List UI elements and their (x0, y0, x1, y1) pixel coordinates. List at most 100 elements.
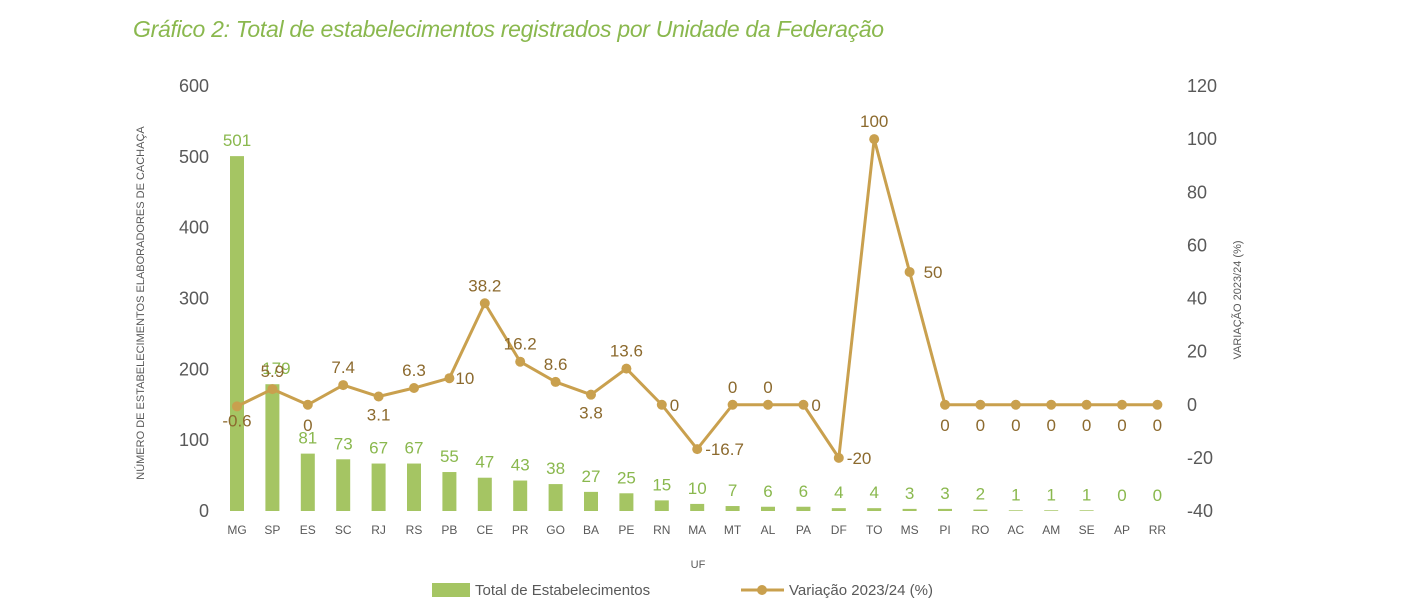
x-category-label: ES (300, 523, 316, 537)
line-data-label: 10 (455, 369, 474, 388)
bar-PA (796, 506, 811, 511)
line-data-label: -16.7 (705, 440, 744, 459)
line-data-label: 13.6 (610, 342, 643, 361)
x-category-label: DF (831, 523, 847, 537)
bar-BA (584, 491, 598, 511)
x-category-label: TO (866, 523, 882, 537)
x-category-label: AP (1114, 523, 1130, 537)
line-data-label: 16.2 (504, 335, 537, 354)
variation-point-MG (232, 401, 242, 412)
bar-data-label: 6 (763, 482, 772, 501)
x-category-label: PE (618, 523, 634, 537)
variation-point-CE (479, 298, 490, 309)
bar-data-label: 4 (869, 483, 878, 502)
bar-CE (477, 477, 492, 511)
x-category-label: SE (1079, 523, 1095, 537)
y2-tick-label: -20 (1187, 448, 1213, 468)
variation-point-PA (798, 399, 809, 410)
bar-RN (654, 500, 669, 511)
variation-point-TO (869, 134, 880, 145)
variation-point-AC (1010, 399, 1021, 410)
bar-PE (619, 493, 634, 511)
y2-tick-label: 40 (1187, 289, 1207, 309)
line-data-label: 3.1 (367, 406, 391, 425)
bar-data-label: 501 (223, 131, 251, 150)
legend-line-label: Variação 2023/24 (%) (789, 582, 933, 599)
x-category-label: MA (688, 523, 706, 537)
x-category-label: RR (1149, 523, 1167, 537)
x-category-label: RS (406, 523, 423, 537)
bar-AL (761, 506, 775, 511)
line-data-label: 50 (924, 263, 943, 282)
bar-data-label: 47 (475, 453, 494, 472)
y2-tick-label: 0 (1187, 395, 1197, 415)
bar-MA (690, 503, 705, 511)
y2-tick-label: 120 (1187, 76, 1217, 96)
line-data-label: 0 (728, 378, 737, 397)
x-category-label: MG (227, 523, 246, 537)
bar-AC (1008, 510, 1023, 511)
bar-PR (513, 480, 528, 511)
y-tick-label: 100 (179, 430, 209, 450)
line-data-label: 0 (976, 416, 985, 435)
chart-title: Gráfico 2: Total de estabelecimentos reg… (133, 16, 884, 42)
bar-PI (938, 508, 952, 511)
bar-data-label: 3 (940, 484, 949, 503)
variation-point-GO (550, 376, 561, 387)
variation-point-SE (1081, 399, 1092, 410)
line-data-label: 5.9 (261, 362, 285, 381)
x-category-label: AL (761, 523, 776, 537)
bar-MG (230, 156, 244, 511)
line-data-label: 0 (763, 378, 772, 397)
y2-tick-label: 20 (1187, 342, 1207, 362)
line-data-label: 0 (811, 396, 820, 415)
bar-GO (548, 484, 563, 511)
bar-data-label: 25 (617, 468, 636, 487)
bar-data-label: 15 (652, 475, 671, 494)
x-category-label: RO (971, 523, 989, 537)
bar-data-label: 43 (511, 456, 530, 475)
line-data-label: 0 (1082, 416, 1091, 435)
x-axis-title: UF (691, 559, 706, 571)
bar-TO (867, 508, 882, 511)
variation-point-AP (1117, 399, 1127, 410)
x-category-label: PA (796, 523, 811, 537)
bar-MT (725, 506, 740, 511)
variation-point-MT (727, 399, 738, 410)
line-data-label: 3.8 (579, 404, 603, 423)
y-tick-label: 500 (179, 147, 209, 167)
x-category-label: GO (546, 523, 565, 537)
variation-point-RO (975, 399, 986, 410)
bar-MS (902, 508, 917, 511)
x-category-label: SC (335, 523, 352, 537)
bar-SC (336, 459, 351, 511)
bar-data-label: 0 (1117, 486, 1126, 505)
bar-data-label: 67 (369, 439, 388, 458)
y-tick-label: 600 (179, 76, 209, 96)
bar-data-label: 73 (334, 434, 353, 453)
y2-tick-label: 100 (1187, 129, 1217, 149)
legend-bar-swatch (432, 583, 470, 597)
y-tick-label: 400 (179, 218, 209, 238)
variation-point-MA (692, 444, 703, 455)
variation-point-AL (763, 399, 773, 410)
x-category-label: BA (583, 523, 599, 537)
line-data-label: 0 (1117, 416, 1126, 435)
x-category-label: PR (512, 523, 529, 537)
bar-PB (442, 472, 457, 511)
variation-point-PE (621, 363, 632, 374)
bar-AM (1044, 510, 1059, 511)
bar-data-label: 81 (298, 429, 317, 448)
variation-point-SP (267, 384, 278, 395)
variation-point-PR (515, 356, 526, 367)
line-data-label: 6.3 (402, 361, 426, 380)
bar-SE (1079, 510, 1094, 511)
x-category-label: MT (724, 523, 742, 537)
variation-point-RJ (373, 391, 384, 402)
x-category-label: AC (1007, 523, 1024, 537)
left-axis-ticks: 0 100 200 300 400 500 600 (179, 76, 209, 521)
bar-data-label: 1 (1082, 485, 1091, 504)
line-series (232, 134, 1163, 463)
bar-data-label: 6 (799, 482, 808, 501)
